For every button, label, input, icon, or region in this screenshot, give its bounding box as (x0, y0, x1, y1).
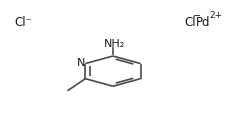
Text: −: − (193, 11, 202, 21)
Text: NH₂: NH₂ (104, 39, 125, 49)
Text: Pd: Pd (196, 16, 211, 29)
Text: Cl: Cl (184, 16, 196, 29)
Text: 2+: 2+ (209, 11, 222, 20)
Text: Cl⁻: Cl⁻ (15, 16, 32, 29)
Text: N: N (77, 58, 85, 68)
